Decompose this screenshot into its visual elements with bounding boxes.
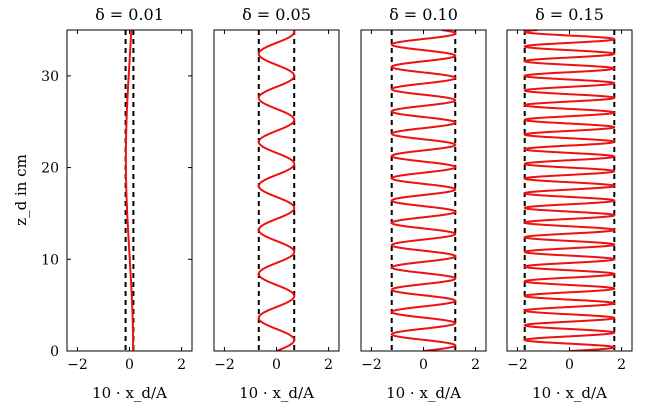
y-tick-label: 0 <box>50 344 59 360</box>
panel-2: −2 0 2 δ = 0.05 10 · x_d/A <box>213 5 340 402</box>
x-tick-label: 0 <box>272 357 281 373</box>
panel-3: −2 0 2 δ = 0.10 10 · x_d/A <box>360 5 487 402</box>
x-tick-label: −2 <box>214 357 235 373</box>
x-tick-label: 2 <box>324 357 333 373</box>
y-tick-label: 20 <box>41 161 59 177</box>
plot-frame <box>213 29 340 352</box>
panel-4: −2 0 2 δ = 0.15 10 · x_d/A <box>506 5 633 402</box>
panel-title: δ = 0.05 <box>242 5 311 24</box>
x-axis-label: 10 · x_d/A <box>239 384 314 402</box>
x-axis-label: 10 · x_d/A <box>532 384 607 402</box>
oscillation-curve <box>124 30 135 351</box>
oscillation-curve <box>390 30 457 351</box>
y-axis-label: z_d in cm <box>12 154 30 226</box>
x-tick-label: 2 <box>617 357 626 373</box>
x-tick-label: −2 <box>361 357 382 373</box>
x-tick-label: 2 <box>471 357 480 373</box>
panel-title: δ = 0.10 <box>389 5 458 24</box>
oscillation-curve <box>257 30 296 351</box>
oscillation-curve <box>523 30 616 351</box>
x-tick-label: 2 <box>177 357 186 373</box>
y-tick-label: 30 <box>41 69 59 85</box>
panel-title: δ = 0.01 <box>95 5 164 24</box>
y-tick-label: 10 <box>41 252 59 268</box>
x-tick-label: −2 <box>507 357 528 373</box>
plot-frame <box>360 29 487 352</box>
x-tick-label: 0 <box>419 357 428 373</box>
x-tick-label: 0 <box>125 357 134 373</box>
x-tick-label: −2 <box>67 357 88 373</box>
x-tick-label: 0 <box>565 357 574 373</box>
x-axis-label: 10 · x_d/A <box>386 384 461 402</box>
panel-title: δ = 0.15 <box>535 5 604 24</box>
x-axis-label: 10 · x_d/A <box>92 384 167 402</box>
